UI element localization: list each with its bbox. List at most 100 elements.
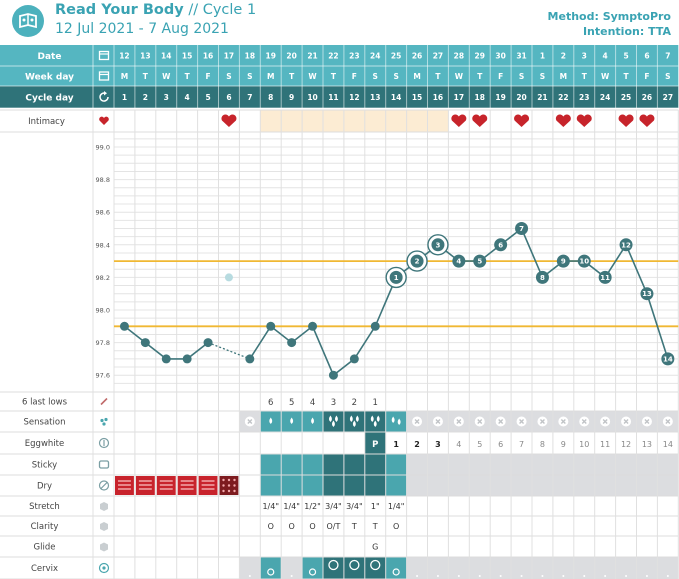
heart-icon — [99, 116, 109, 125]
cycle-day-row-cell: 25 — [621, 93, 631, 102]
date-row-cell: 12 — [119, 52, 129, 61]
weekday-row-cell: F — [644, 72, 649, 81]
clarity-cell: O — [393, 522, 399, 531]
cervix-cell — [573, 557, 595, 579]
cervix-medium-icon — [392, 568, 400, 576]
post-peak-count: 1 — [393, 440, 399, 449]
post-peak-count: 11 — [600, 440, 610, 449]
glide-cell: G — [372, 543, 378, 552]
cycle-day-row-cell: 20 — [516, 93, 526, 102]
cervix-closed-icon — [457, 575, 460, 577]
intimacy-heart — [639, 114, 655, 127]
temp-point-label: 14 — [663, 355, 673, 363]
cervix-cell — [490, 557, 512, 579]
weekday-row-cell: S — [540, 72, 545, 81]
cervix-cell — [511, 557, 532, 579]
cycle-day-row-cell: 17 — [454, 93, 464, 102]
date-row-label: Date — [38, 52, 62, 62]
temp-point — [245, 354, 255, 364]
drop-icon — [349, 415, 353, 422]
cycle-day-row-cell: 6 — [226, 93, 231, 102]
stretch-cell: 1" — [371, 502, 380, 511]
temp-point-label: 7 — [519, 225, 524, 233]
cycle-day-row-cell: 21 — [537, 93, 547, 102]
drop-icon — [311, 417, 315, 424]
temp-point — [349, 354, 359, 364]
weekday-row-cell: T — [582, 72, 588, 81]
cervix-closed-icon — [604, 575, 607, 577]
cervix-closed-icon — [520, 575, 523, 577]
cervix-closed-icon — [499, 575, 502, 577]
date-row-cell: 21 — [307, 52, 317, 61]
post-peak-count: 12 — [621, 440, 631, 449]
cycle-day-row-cell: 1 — [122, 93, 127, 102]
post-peak-count: 7 — [519, 440, 524, 449]
temp-point-label: 6 — [498, 241, 503, 249]
method-label: Method: SymptoPro — [547, 10, 671, 23]
date-row-cell: 3 — [582, 52, 587, 61]
dry-dot — [222, 478, 225, 482]
sensation-x-mark — [414, 419, 420, 424]
sensation-x-mark — [539, 419, 545, 424]
temp-point — [182, 354, 192, 364]
temp-point — [308, 321, 318, 331]
date-row-cell: 6 — [644, 52, 649, 61]
cervix-medium-icon — [308, 568, 317, 576]
temp-point — [494, 238, 508, 252]
cervix-cell — [657, 557, 679, 579]
cervix-cell — [364, 557, 386, 579]
cycle-day-row-cell: 16 — [433, 93, 443, 102]
temp-point — [619, 238, 633, 252]
weekday-row-cell: T — [185, 72, 191, 81]
cycle-day-row-cell: 3 — [164, 93, 169, 102]
date-row-cell: 1 — [540, 52, 545, 61]
clarity-cell: O/T — [327, 522, 341, 531]
cervix-medium-icon — [267, 568, 275, 576]
post-peak-count: 2 — [414, 440, 420, 449]
calendar-icon — [98, 50, 110, 61]
date-row-cell: 22 — [328, 52, 338, 61]
temp-point-label: 1 — [394, 274, 399, 282]
cycle-day-row-cell: 14 — [391, 93, 401, 102]
temp-point — [473, 254, 487, 268]
app-name: Read Your Body — [55, 2, 184, 18]
temp-point — [203, 338, 213, 348]
temp-point — [389, 270, 403, 284]
intimacy-heart — [221, 114, 237, 127]
app-title: Read Your Body // Cycle 1 — [55, 2, 256, 18]
cycle-day-row-cell: 8 — [268, 93, 273, 102]
weekday-row-cell: M — [560, 72, 567, 81]
weekday-row-cell: F — [498, 72, 503, 81]
temp-point-label: 11 — [600, 274, 610, 282]
cycle-day-row-cell: 19 — [495, 93, 505, 102]
weekday-row-cell: S — [393, 72, 398, 81]
weekday-row-cell: M — [121, 72, 128, 81]
six-lows-cell: 5 — [289, 398, 294, 408]
date-row-cell: 2 — [561, 52, 566, 61]
intimacy-heart — [618, 114, 634, 127]
weekday-row-cell: M — [267, 72, 274, 81]
drop-icon — [373, 420, 377, 427]
sensation-cell — [385, 411, 407, 432]
weekday-row-cell: T — [289, 72, 295, 81]
y-tick-label: 98.2 — [96, 274, 110, 282]
temp-point-label: 4 — [456, 258, 461, 266]
cervix-cell — [552, 557, 574, 579]
date-row-cell: 16 — [203, 52, 213, 61]
drop-icon — [370, 415, 374, 422]
sensation-x-mark — [623, 419, 629, 424]
drop-icon — [334, 415, 338, 422]
weekday-row-bg — [0, 66, 679, 86]
temp-point — [598, 270, 612, 284]
sensation-x-mark — [435, 419, 441, 424]
sensation-label: Sensation — [24, 418, 66, 428]
six-lows-cell: 2 — [352, 398, 357, 408]
date-row-cell: 19 — [266, 52, 276, 61]
date-row-cell: 18 — [245, 52, 255, 61]
cervix-closed-icon — [625, 575, 628, 577]
temp-point — [556, 254, 570, 268]
cycle-day-row-cell: 11 — [328, 93, 338, 102]
temp-point — [640, 287, 654, 301]
post-peak-count: 4 — [456, 440, 461, 449]
clarity-cell: O — [309, 522, 315, 531]
